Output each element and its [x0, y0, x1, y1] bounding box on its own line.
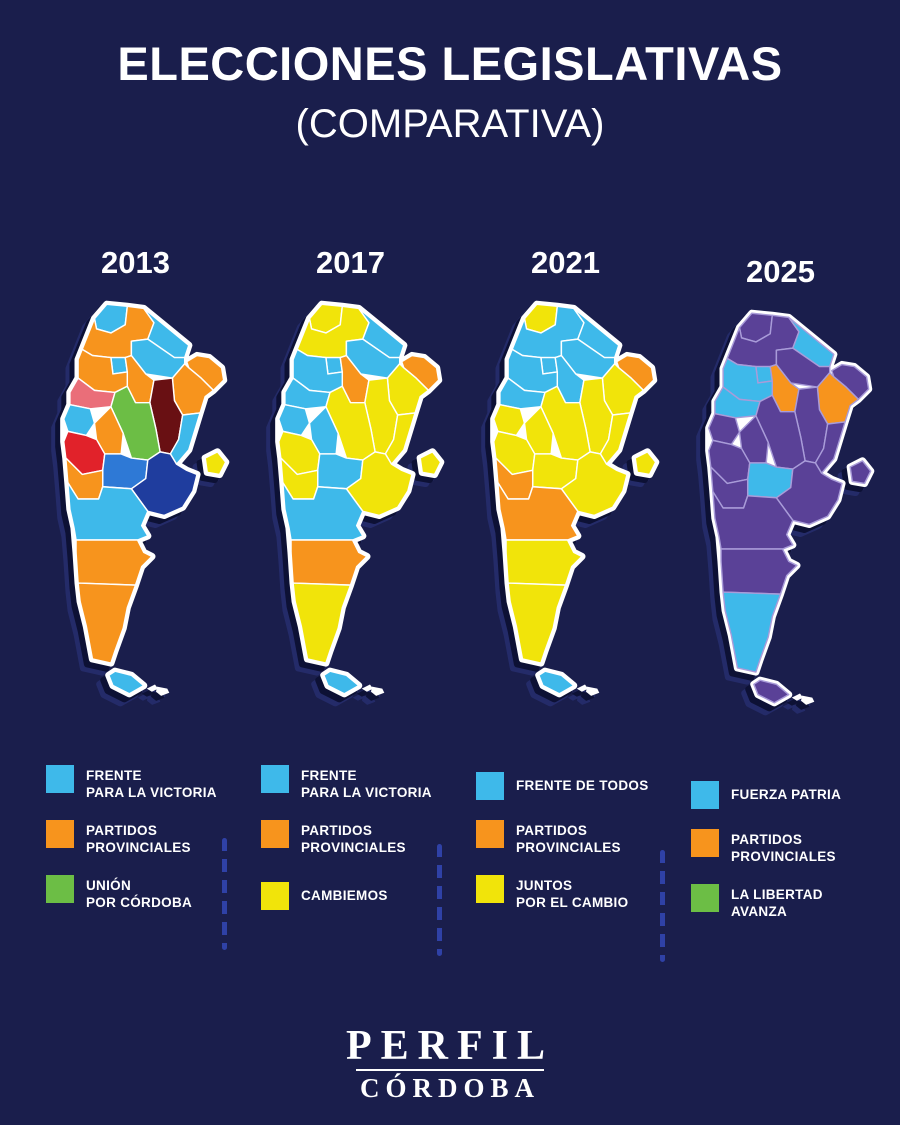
year-label-2025: 2025: [746, 254, 815, 289]
province-chubut: [290, 539, 368, 586]
legend-label: FUERZA PATRIA: [731, 787, 842, 802]
province-santacruz: [507, 582, 567, 664]
year-column-2013: 2013 FRENTE PARA LA VICTORIA PARTIDOS PROVIN…: [28, 245, 243, 939]
province-rionegro: [67, 481, 149, 541]
year-label-2013: 2013: [101, 245, 170, 280]
malvinas-islands: [146, 684, 159, 692]
legend-item: CAMBIEMOS: [261, 875, 432, 916]
legend-item: PARTIDOS PROVINCIALES: [46, 820, 217, 861]
province-caba: [204, 451, 227, 476]
legend-swatch-orange: [46, 820, 74, 848]
malvinas-islands: [361, 684, 374, 692]
province-rionegro: [282, 481, 364, 541]
year-label-2021: 2021: [531, 245, 600, 280]
legend-swatch-lightblue: [46, 765, 74, 793]
province-santacruz: [722, 591, 782, 673]
poster-title: ELECCIONES LEGISLATIVAS: [117, 37, 783, 90]
legend-label: JUNTOS POR EL CAMBIO: [516, 878, 629, 910]
legend-divider: [222, 838, 227, 950]
legend-swatch-green: [46, 875, 74, 903]
legend-swatch-orange: [476, 820, 504, 848]
province-larioja: [69, 377, 116, 410]
brand-name: PERFIL: [345, 1022, 554, 1069]
legend-divider: [437, 844, 442, 956]
legend-2025: FUERZA PATRIA PARTIDOS PROVINCIALES LA LIBE…: [673, 774, 841, 939]
province-tdf: [108, 670, 145, 695]
legend-label: PARTIDOS PROVINCIALES: [516, 823, 621, 855]
legend-swatch-yellow: [476, 875, 504, 903]
province-caba: [849, 460, 872, 485]
brand-rule: [356, 1068, 544, 1071]
legend-label: FRENTE DE TODOS: [516, 778, 649, 793]
legend-label: UNIÓN POR CÓRDOBA: [86, 878, 193, 910]
province-tdf: [538, 670, 575, 695]
legend-item: PARTIDOS PROVINCIALES: [691, 829, 841, 870]
year-column-2021: 2021 FRENTE DE TODOS PARTIDOS PROVINCIALES J…: [458, 245, 673, 939]
legend-swatch-orange: [691, 829, 719, 857]
legend-swatch-lightblue: [476, 771, 504, 800]
year-label-2017: 2017: [316, 245, 385, 280]
legend-item: FRENTE PARA LA VICTORIA: [261, 765, 432, 806]
province-santacruz: [292, 582, 352, 664]
legend-label: CAMBIEMOS: [301, 888, 388, 903]
province-caba: [419, 451, 442, 476]
province-larioja: [284, 377, 331, 410]
legend-label: FRENTE PARA LA VICTORIA: [86, 768, 217, 800]
poster-subtitle: (COMPARATIVA): [295, 102, 605, 146]
province-chubut: [720, 548, 798, 595]
legend-label: LA LIBERTAD AVANZA: [731, 887, 823, 919]
malvinas-islands: [156, 686, 170, 696]
legend-swatch-yellow: [261, 881, 289, 910]
legend-2013: FRENTE PARA LA VICTORIA PARTIDOS PROVINCIAL…: [28, 765, 217, 930]
map-2021: [490, 300, 660, 698]
map-columns: 2013 FRENTE PARA LA VICTORIA PARTIDOS PROVIN…: [0, 245, 900, 939]
legend-item: PARTIDOS PROVINCIALES: [476, 820, 649, 861]
legend-2021: FRENTE DE TODOS PARTIDOS PROVINCIALES JUNTO…: [458, 765, 649, 930]
map-2025: [705, 309, 875, 707]
legend-item: FRENTE DE TODOS: [476, 765, 649, 806]
legend-item: FUERZA PATRIA: [691, 774, 841, 815]
province-tdf: [753, 679, 790, 704]
legend-swatch-orange: [261, 820, 289, 848]
malvinas-islands: [576, 684, 589, 692]
legend-label: FRENTE PARA LA VICTORIA: [301, 768, 432, 800]
legend-label: PARTIDOS PROVINCIALES: [86, 823, 191, 855]
legend-label: PARTIDOS PROVINCIALES: [731, 832, 836, 864]
brand-city: CÓRDOBA: [359, 1073, 540, 1103]
legend-divider: [660, 850, 665, 962]
brand-logo: PERFIL CÓRDOBA: [0, 1024, 900, 1104]
province-larioja: [714, 386, 761, 419]
legend-swatch-lightblue: [691, 780, 719, 809]
province-tdf: [323, 670, 360, 695]
legend-swatch-lightblue: [261, 765, 289, 793]
province-larioja: [499, 377, 546, 410]
legend-item: LA LIBERTAD AVANZA: [691, 884, 841, 925]
malvinas-islands: [801, 695, 815, 705]
legend-2017: FRENTE PARA LA VICTORIA PARTIDOS PROVINCIAL…: [243, 765, 432, 930]
map-2017: [275, 300, 445, 698]
province-rionegro: [712, 490, 794, 550]
legend-label: PARTIDOS PROVINCIALES: [301, 823, 406, 855]
province-caba: [634, 451, 657, 476]
legend-item: UNIÓN POR CÓRDOBA: [46, 875, 217, 916]
malvinas-islands: [371, 686, 385, 696]
malvinas-islands: [586, 686, 600, 696]
province-rionegro: [497, 481, 579, 541]
province-chubut: [75, 539, 153, 586]
province-chubut: [505, 539, 583, 586]
legend-item: PARTIDOS PROVINCIALES: [261, 820, 432, 861]
province-santacruz: [77, 582, 137, 664]
malvinas-islands: [791, 693, 804, 701]
legend-item: JUNTOS POR EL CAMBIO: [476, 875, 649, 916]
legend-swatch-green: [691, 884, 719, 912]
year-column-2017: 2017 FRENTE PARA LA VICTORIA PARTIDOS PROVIN…: [243, 245, 458, 939]
map-2013: [60, 300, 230, 698]
legend-item: FRENTE PARA LA VICTORIA: [46, 765, 217, 806]
year-column-2025: 2025 FUERZA PATRIA PARTIDOS PROVINCIALES LA …: [673, 254, 888, 939]
